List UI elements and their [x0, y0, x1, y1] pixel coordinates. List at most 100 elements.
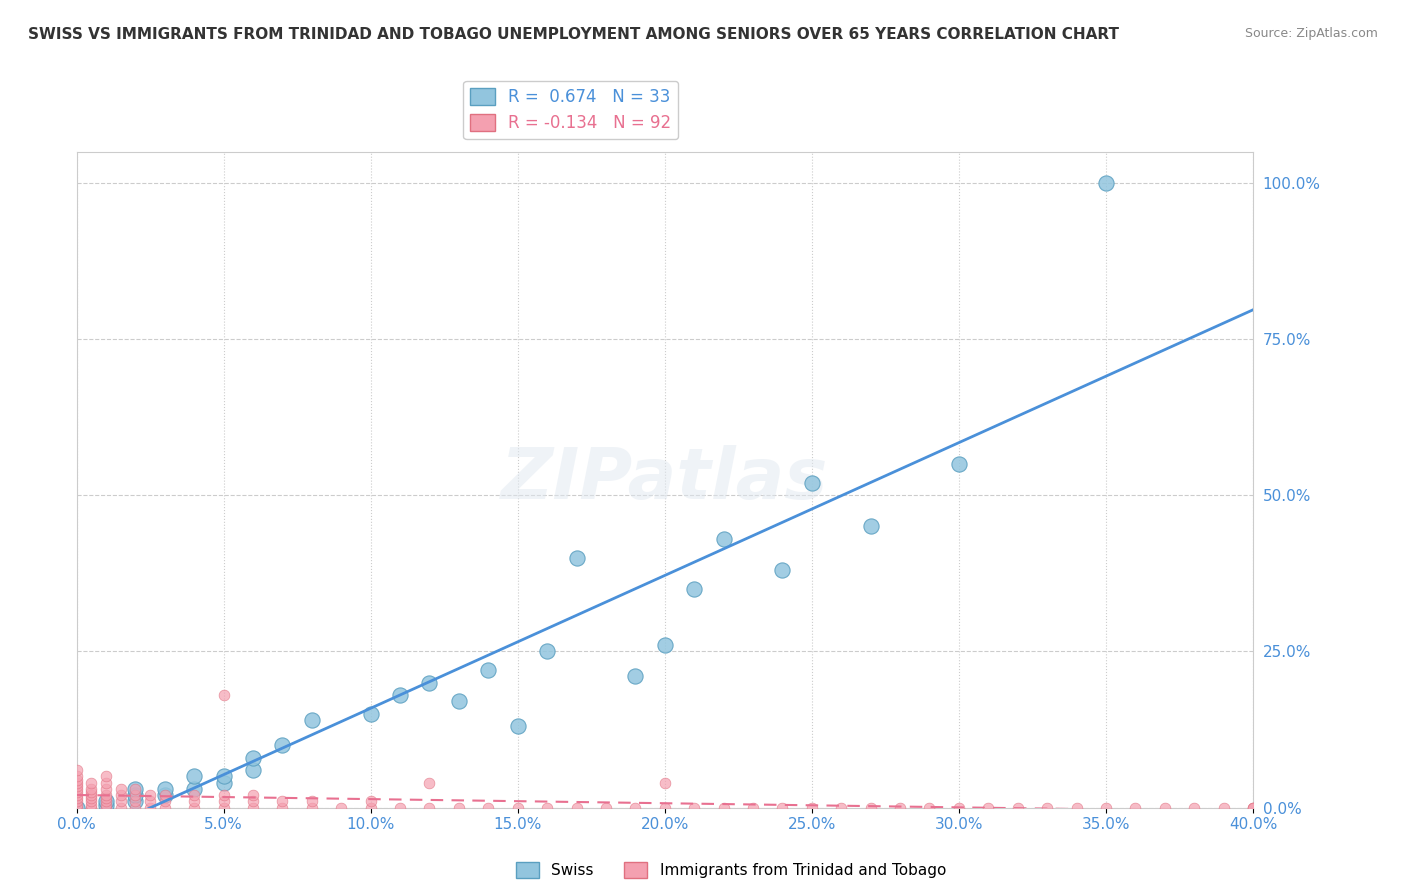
Point [242, 788, 264, 802]
Point [65, 769, 87, 783]
Point [948, 800, 970, 814]
Point [536, 800, 558, 814]
Point [212, 775, 235, 789]
Point [80, 797, 103, 812]
Point [139, 788, 162, 802]
Point [94, 769, 117, 783]
Point [1153, 800, 1175, 814]
Point [977, 800, 1000, 814]
Point [110, 794, 132, 808]
Point [124, 794, 146, 808]
Point [94, 788, 117, 802]
Point [859, 800, 882, 814]
Point [65, 775, 87, 789]
Point [110, 781, 132, 796]
Point [506, 800, 529, 814]
Point [124, 788, 146, 802]
Point [1241, 800, 1264, 814]
Point [139, 794, 162, 808]
Point [124, 794, 146, 808]
Point [139, 800, 162, 814]
Point [800, 800, 823, 814]
Point [713, 532, 735, 546]
Point [301, 800, 323, 814]
Point [153, 788, 176, 802]
Point [654, 775, 676, 789]
Point [418, 800, 440, 814]
Point [1212, 800, 1234, 814]
Legend: Swiss, Immigrants from Trinidad and Tobago: Swiss, Immigrants from Trinidad and Toba… [510, 856, 952, 884]
Point [418, 775, 440, 789]
Point [183, 800, 205, 814]
Point [1241, 800, 1264, 814]
Point [1241, 800, 1264, 814]
Point [65, 791, 87, 805]
Point [212, 794, 235, 808]
Point [65, 772, 87, 787]
Point [271, 738, 294, 752]
Point [94, 797, 117, 812]
Point [654, 800, 676, 814]
Point [830, 800, 852, 814]
Point [389, 688, 412, 702]
Point [124, 781, 146, 796]
Point [360, 706, 382, 721]
Point [301, 794, 323, 808]
Point [65, 797, 87, 812]
Point [889, 800, 911, 814]
Point [624, 800, 647, 814]
Point [65, 779, 87, 793]
Point [242, 800, 264, 814]
Point [153, 800, 176, 814]
Point [360, 794, 382, 808]
Point [183, 788, 205, 802]
Point [918, 800, 941, 814]
Point [565, 800, 588, 814]
Point [94, 781, 117, 796]
Point [713, 800, 735, 814]
Point [330, 800, 353, 814]
Point [242, 794, 264, 808]
Point [110, 788, 132, 802]
Point [654, 638, 676, 652]
Point [94, 800, 117, 814]
Point [506, 719, 529, 733]
Point [447, 694, 470, 708]
Point [80, 800, 103, 814]
Point [80, 791, 103, 805]
Text: SWISS VS IMMIGRANTS FROM TRINIDAD AND TOBAGO UNEMPLOYMENT AMONG SENIORS OVER 65 : SWISS VS IMMIGRANTS FROM TRINIDAD AND TO… [28, 27, 1119, 42]
Point [65, 788, 87, 802]
Point [859, 519, 882, 533]
Point [271, 794, 294, 808]
Point [94, 794, 117, 808]
Point [242, 763, 264, 777]
Point [1036, 800, 1059, 814]
Point [418, 675, 440, 690]
Point [1095, 800, 1118, 814]
Point [595, 800, 617, 814]
Point [770, 800, 793, 814]
Point [389, 800, 412, 814]
Point [65, 800, 87, 814]
Point [212, 788, 235, 802]
Point [153, 781, 176, 796]
Point [94, 775, 117, 789]
Point [477, 663, 499, 677]
Point [242, 750, 264, 764]
Point [65, 800, 87, 814]
Point [65, 794, 87, 808]
Point [948, 457, 970, 471]
Point [447, 800, 470, 814]
Point [65, 785, 87, 799]
Point [1007, 800, 1029, 814]
Point [1123, 800, 1146, 814]
Point [536, 644, 558, 658]
Point [183, 781, 205, 796]
Point [1095, 176, 1118, 190]
Point [124, 800, 146, 814]
Point [153, 794, 176, 808]
Point [80, 781, 103, 796]
Point [124, 788, 146, 802]
Point [1066, 800, 1088, 814]
Point [65, 763, 87, 777]
